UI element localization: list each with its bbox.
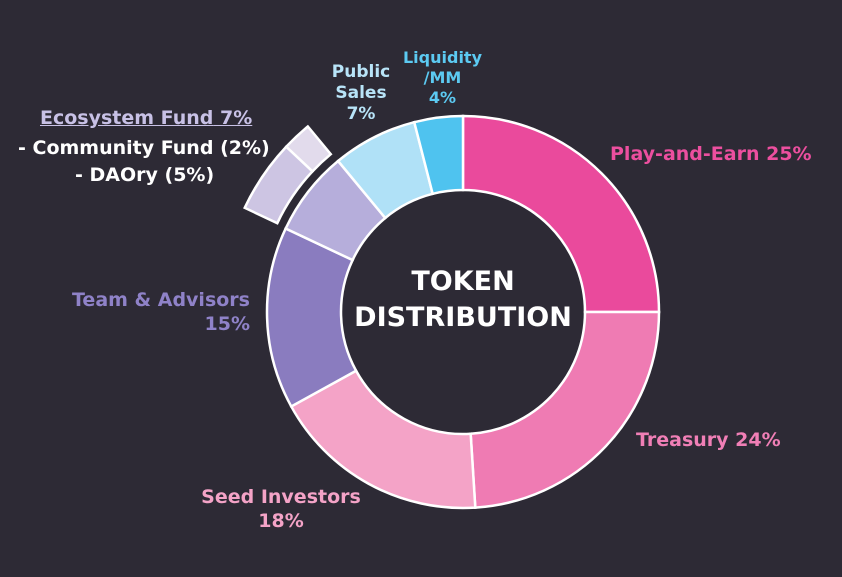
value-label: 7% <box>346 104 376 124</box>
segment-label: Public Sales 7% <box>322 62 400 125</box>
center-title: TOKEN DISTRIBUTION <box>354 266 572 333</box>
segment-label: Ecosystem Fund 7% <box>40 106 270 130</box>
value-label: 18% <box>258 510 304 532</box>
title-line: TOKEN <box>411 266 514 297</box>
segment-label: Seed Investors 18% <box>196 485 366 533</box>
category-name: Seed Investors <box>201 486 361 508</box>
category-name: Team & Advisors <box>72 289 250 311</box>
segment-label: Team & Advisors 15% <box>40 288 250 336</box>
category-name: Treasury <box>636 429 729 451</box>
value-label: 7% <box>220 107 253 129</box>
category-name: Play-and-Earn <box>610 143 760 165</box>
sub-value-label: (2%) <box>220 137 270 159</box>
sub-name: - DAOry <box>75 164 158 186</box>
ecosystem-subsegment <box>284 124 333 174</box>
ecosystem-sub-label: - DAOry (5%) <box>75 163 335 187</box>
value-label: 25% <box>766 143 812 165</box>
category-name: Ecosystem Fund <box>40 107 214 129</box>
segment-label: Play-and-Earn 25% <box>610 142 842 166</box>
segment-label: Treasury 24% <box>636 428 836 452</box>
value-label: 15% <box>204 313 250 335</box>
ecosystem-sub-label: - Community Fund (2%) <box>18 136 278 160</box>
value-label: 24% <box>735 429 781 451</box>
title-line: DISTRIBUTION <box>354 302 572 333</box>
value-label: 4% <box>428 88 457 107</box>
segment-label: Liquidity /MM 4% <box>400 48 485 108</box>
category-name: Liquidity /MM <box>402 48 483 87</box>
donut-segment <box>412 114 465 196</box>
sub-value-label: (5%) <box>164 164 215 186</box>
donut-segment <box>469 310 661 509</box>
donut-segment <box>289 369 477 510</box>
sub-name: - Community Fund <box>18 137 214 159</box>
donut-segment <box>461 114 661 314</box>
ecosystem-subsegment <box>243 145 315 225</box>
category-name: Public Sales <box>331 62 391 103</box>
